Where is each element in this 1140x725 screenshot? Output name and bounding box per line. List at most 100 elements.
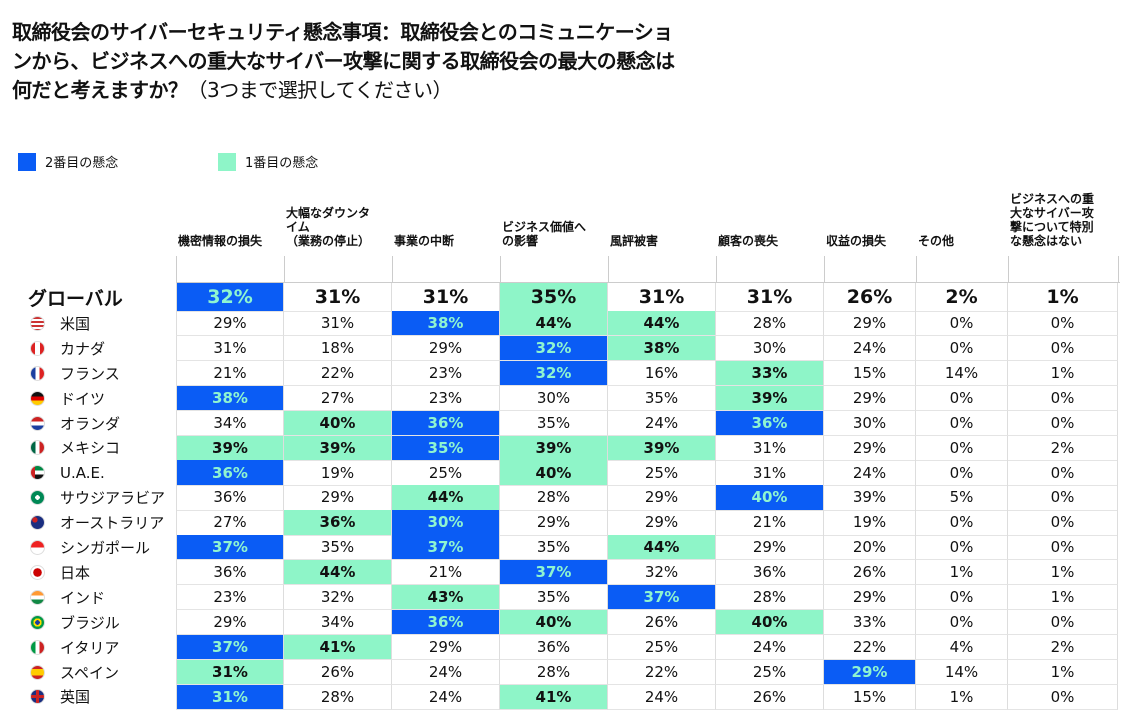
table-cell: 0% — [1008, 385, 1118, 412]
table-cell: 29% — [824, 659, 916, 685]
table-cell: 35% — [500, 535, 608, 561]
table-cell: 39% — [176, 435, 284, 461]
table-cell: 30% — [824, 410, 916, 436]
column-header-line: の影響 — [502, 234, 539, 248]
table-cell: 32% — [176, 283, 284, 312]
table-cell: 24% — [608, 684, 716, 710]
table-cell: 30% — [500, 385, 608, 412]
table-cell: 22% — [608, 659, 716, 685]
table-cell: 44% — [500, 311, 608, 337]
table-cell: 0% — [1008, 410, 1118, 436]
spain-flag-icon — [30, 664, 45, 680]
table-cell: 31% — [716, 283, 824, 312]
table-cell: 15% — [824, 684, 916, 710]
column-header: 事業の中断 — [392, 234, 500, 248]
legend-label: 2番目の懸念 — [45, 156, 119, 171]
row-label: U.A.E. — [60, 463, 105, 482]
table-cell: 29% — [392, 634, 500, 661]
table-cell: 0% — [916, 535, 1008, 561]
italy-flag-icon — [30, 639, 45, 655]
table-cell: 29% — [824, 311, 916, 337]
table-cell: 43% — [392, 584, 500, 611]
table-cell: 32% — [608, 560, 716, 586]
chart-title: 取締役会のサイバーセキュリティ懸念事項：取締役会とのコミュニケーショ ンから、ビ… — [12, 18, 772, 105]
title-instruction: （3つまで選択してください） — [187, 78, 453, 102]
column-divider — [392, 256, 393, 283]
table-cell: 24% — [716, 634, 824, 661]
table-cell: 0% — [916, 609, 1008, 636]
title-line-1: 取締役会のサイバーセキュリティ懸念事項：取締役会とのコミュニケーショ — [12, 20, 673, 44]
netherlands-flag-icon — [30, 415, 45, 431]
table-cell: 20% — [824, 535, 916, 561]
row-label: サウジアラビア — [60, 489, 166, 508]
table-cell: 36% — [716, 410, 824, 436]
table-cell: 31% — [176, 659, 284, 685]
table-cell: 35% — [284, 535, 392, 561]
table-cell: 33% — [716, 360, 824, 387]
table-cell: 0% — [1008, 335, 1118, 362]
table-cell: 44% — [284, 560, 392, 586]
saudi-flag-icon — [30, 490, 45, 506]
table-cell: 1% — [916, 560, 1008, 586]
table-cell: 37% — [392, 535, 500, 561]
column-divider — [1118, 256, 1119, 283]
table-cell: 31% — [284, 283, 392, 312]
row-label: ドイツ — [60, 389, 106, 408]
table-cell: 29% — [716, 535, 824, 561]
table-cell: 39% — [500, 435, 608, 461]
table-cell: 0% — [1008, 684, 1118, 710]
brazil-flag-icon — [30, 614, 45, 630]
table-cell: 29% — [176, 311, 284, 337]
column-header-line: ビジネス価値へ — [502, 220, 587, 234]
table-cell: 23% — [176, 584, 284, 611]
column-header: 風評被害 — [608, 234, 716, 248]
legend-item-first-concern: 1番目の懸念 — [218, 152, 318, 171]
table-cell: 23% — [392, 385, 500, 412]
table-top-border — [176, 282, 1120, 283]
table-cell: 29% — [608, 485, 716, 511]
table-cell: 35% — [608, 385, 716, 412]
japan-flag-icon — [30, 564, 45, 580]
uk-flag-icon — [30, 689, 45, 705]
table-cell: 34% — [176, 410, 284, 436]
table-cell: 35% — [500, 584, 608, 611]
table-cell: 36% — [392, 410, 500, 436]
table-cell: 0% — [916, 460, 1008, 486]
column-header: ビジネス価値へ の影響 — [500, 220, 608, 248]
table-cell: 31% — [392, 283, 500, 312]
row-label: イタリア — [60, 638, 120, 657]
table-cell: 39% — [608, 435, 716, 461]
row-label: カナダ — [60, 339, 106, 358]
table-cell: 16% — [608, 360, 716, 387]
canada-flag-icon — [30, 340, 45, 356]
row-label: 英国 — [60, 688, 91, 707]
table-cell: 40% — [500, 460, 608, 486]
row-label: ブラジル — [60, 613, 120, 632]
table-cell: 25% — [608, 460, 716, 486]
table-cell: 33% — [824, 609, 916, 636]
column-header: 顧客の喪失 — [716, 234, 824, 248]
table-cell: 24% — [824, 335, 916, 362]
column-divider — [284, 256, 285, 283]
table-cell: 30% — [392, 510, 500, 536]
column-divider — [1008, 256, 1009, 283]
column-header-line: な懸念はない — [1010, 234, 1083, 248]
column-header-line: 収益の損失 — [826, 234, 887, 248]
table-cell: 40% — [716, 609, 824, 636]
table-cell: 41% — [284, 634, 392, 661]
row-label: オランダ — [60, 414, 121, 433]
table-cell: 26% — [824, 560, 916, 586]
row-label: オーストラリア — [60, 514, 165, 533]
table-cell: 29% — [608, 510, 716, 536]
germany-flag-icon — [30, 390, 45, 406]
table-cell: 1% — [1008, 360, 1118, 387]
legend-swatch-green — [218, 152, 236, 171]
france-flag-icon — [30, 365, 45, 381]
table-cell: 38% — [392, 311, 500, 337]
table-cell: 4% — [916, 634, 1008, 661]
column-header-line: その他 — [918, 234, 955, 248]
singapore-flag-icon — [30, 540, 45, 556]
table-cell: 37% — [176, 634, 284, 661]
table-cell: 37% — [608, 584, 716, 611]
table-cell: 29% — [824, 385, 916, 412]
